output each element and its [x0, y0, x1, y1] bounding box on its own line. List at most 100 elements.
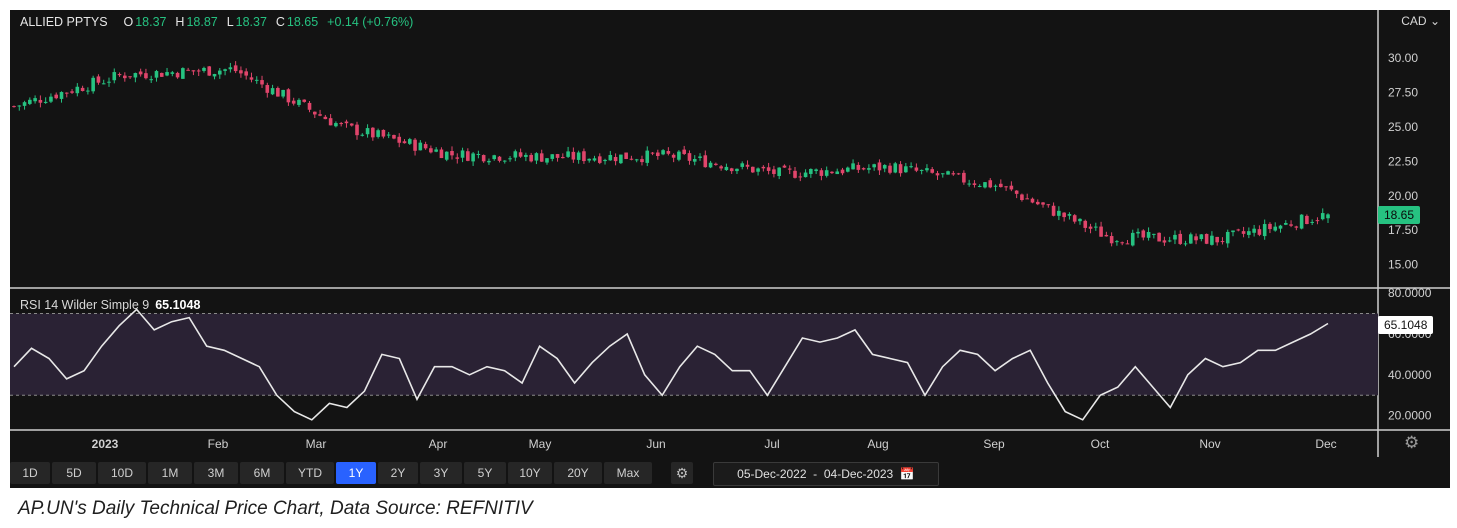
candle-body [999, 183, 1003, 188]
candle-body [508, 158, 512, 160]
candle-body [1152, 233, 1156, 235]
candle-body [1241, 231, 1246, 234]
candle-body [714, 163, 718, 165]
range-button-6m[interactable]: 6M [240, 462, 284, 484]
candle-body [740, 163, 745, 167]
candle-body [434, 149, 438, 152]
candle-body [413, 139, 417, 151]
candle-body [703, 155, 708, 168]
low-value: 18.37 [235, 15, 267, 29]
candle-body [566, 151, 570, 157]
candle-body [1231, 230, 1235, 233]
candle-body [946, 171, 950, 175]
candle-body [867, 168, 871, 170]
candle-body [502, 160, 507, 162]
candle-body [729, 168, 734, 172]
candle-body [1310, 221, 1314, 223]
candle-body [803, 172, 808, 178]
candle-body [1167, 240, 1172, 242]
candle-body [550, 154, 555, 159]
candle-body [1030, 198, 1035, 203]
candle-body [254, 79, 259, 81]
candle-body [513, 151, 518, 158]
candle-body [951, 173, 956, 175]
candle-body [1014, 190, 1019, 194]
candle-body [423, 144, 428, 149]
calendar-icon: 📅 [899, 467, 915, 481]
candle-body [1225, 231, 1230, 244]
range-button-1y[interactable]: 1Y [336, 462, 376, 484]
chart-settings-gear-icon[interactable]: ⚙ [1404, 433, 1420, 452]
date-range-picker[interactable]: 05-Dec-2022 - 04-Dec-2023 📅 [713, 462, 939, 486]
candle-body [555, 154, 560, 158]
currency-label: CAD [1401, 14, 1427, 28]
range-button-5y[interactable]: 5Y [464, 462, 506, 484]
candle-body [1125, 243, 1130, 245]
candle-body [925, 168, 929, 171]
candle-body [840, 169, 845, 174]
candle-body [851, 163, 855, 170]
range-button-3y[interactable]: 3Y [420, 462, 462, 484]
candle-body [481, 155, 486, 162]
candle-body [392, 135, 396, 139]
range-button-1d[interactable]: 1D [10, 462, 50, 484]
open-value: 18.37 [135, 15, 167, 29]
candle-body [418, 142, 423, 151]
candle-body [661, 150, 665, 155]
currency-selector[interactable]: CAD ⌄ [1401, 14, 1440, 28]
candle-body [302, 99, 307, 102]
candle-body [312, 111, 317, 115]
candle-body [407, 139, 412, 144]
rsi-line [13, 308, 1329, 421]
candle-body [328, 118, 333, 126]
candle-body [444, 151, 449, 160]
x-tick-label: 2023 [92, 437, 119, 451]
candle-body [793, 170, 797, 178]
candle-body [455, 157, 460, 159]
candle-body [534, 153, 539, 161]
candle-body [1204, 233, 1209, 244]
candle-body [529, 154, 533, 162]
range-button-5d[interactable]: 5D [52, 462, 96, 484]
candle-body [1299, 214, 1304, 229]
candle-body [1210, 235, 1214, 245]
candle-body [608, 154, 613, 161]
range-button-max[interactable]: Max [604, 462, 652, 484]
candle-body [640, 159, 644, 163]
range-button-1m[interactable]: 1M [148, 462, 192, 484]
candle-body [824, 170, 829, 176]
candle-body [1009, 185, 1014, 190]
rsi-value-tag: 65.1048 [1378, 316, 1434, 334]
candle-body [819, 170, 824, 176]
candle-body [144, 73, 148, 79]
candle-body [1294, 226, 1299, 228]
candle-body [1326, 214, 1330, 219]
candle-body [265, 85, 270, 93]
candle-body [260, 80, 264, 85]
chart-canvas[interactable]: 30.00 27.50 25.00 22.50 20.00 17.50 15.00 80.00… [10, 10, 1450, 488]
candle-body [809, 168, 813, 174]
candle-body [12, 106, 16, 108]
range-button-10d[interactable]: 10D [98, 462, 146, 484]
candle-body [962, 172, 966, 183]
range-button-3m[interactable]: 3M [194, 462, 238, 484]
candle-body [112, 72, 117, 81]
candle-body [1273, 226, 1278, 231]
x-tick-label: Nov [1199, 437, 1220, 451]
candle-body [904, 166, 908, 173]
chart-panel: 30.00 27.50 25.00 22.50 20.00 17.50 15.00 80.00… [10, 10, 1450, 488]
date-range-end: 04-Dec-2023 [823, 467, 894, 481]
candle-body [1109, 236, 1114, 244]
range-button-2y[interactable]: 2Y [378, 462, 418, 484]
candle-body [1004, 186, 1008, 188]
candle-body [518, 152, 523, 157]
candle-body [1072, 215, 1077, 222]
candle-body [524, 154, 528, 157]
candle-body [207, 66, 212, 76]
candle-body [545, 158, 549, 163]
range-button-10y[interactable]: 10Y [508, 462, 552, 484]
candle-body [1257, 229, 1262, 235]
range-button-ytd[interactable]: YTD [286, 462, 334, 484]
range-button-20y[interactable]: 20Y [554, 462, 602, 484]
gear-icon[interactable]: ⚙ [671, 462, 693, 484]
